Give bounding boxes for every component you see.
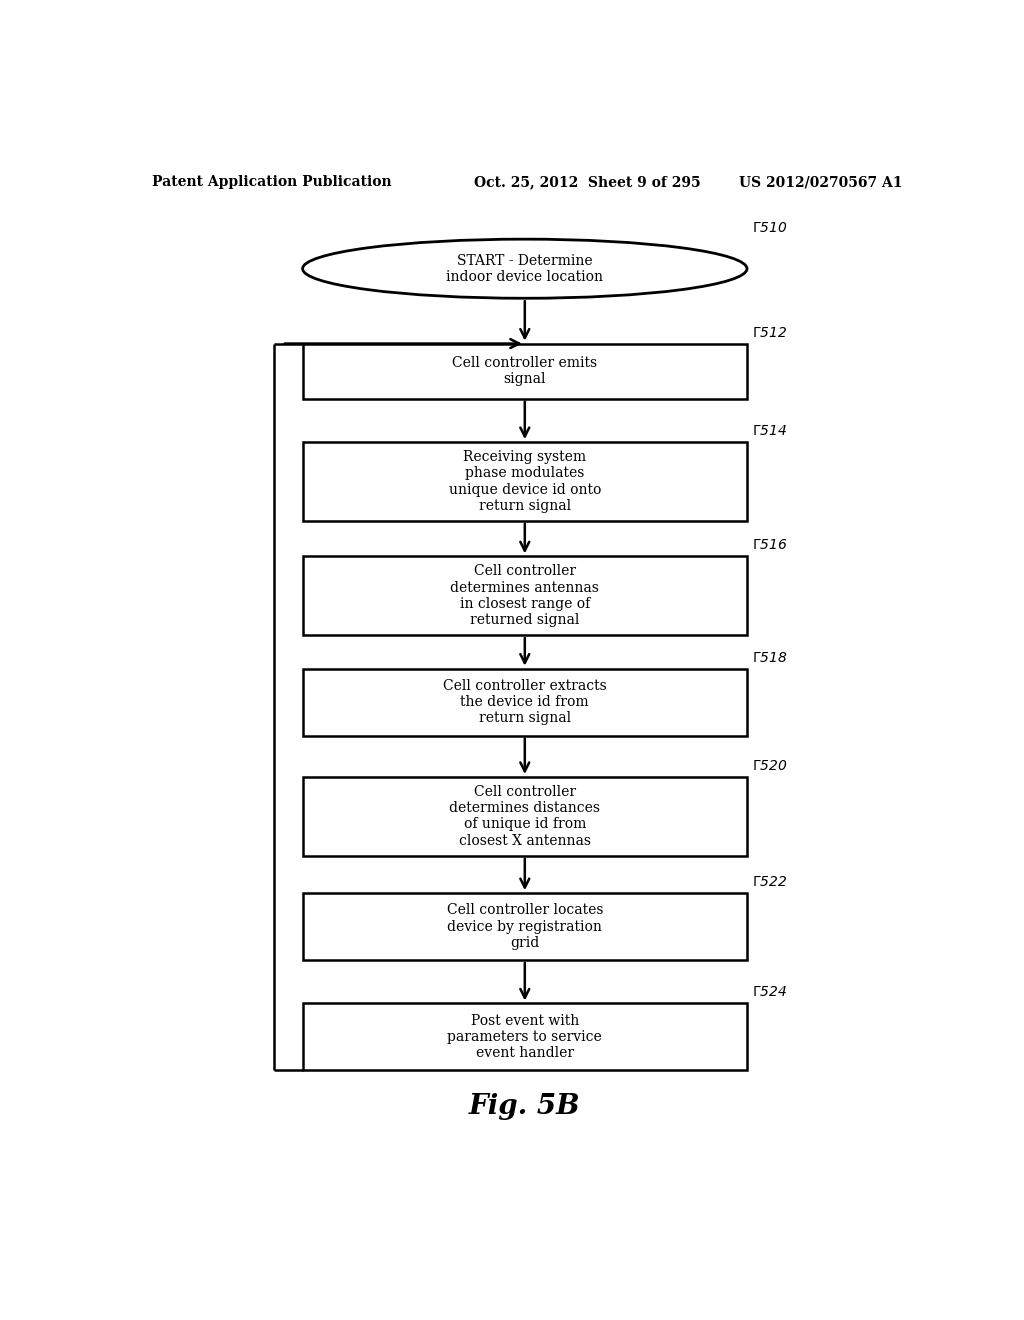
FancyBboxPatch shape xyxy=(303,777,748,855)
Text: $\Gamma$516: $\Gamma$516 xyxy=(752,539,787,552)
FancyBboxPatch shape xyxy=(303,668,748,735)
Text: Cell controller locates
device by registration
grid: Cell controller locates device by regist… xyxy=(446,903,603,950)
Ellipse shape xyxy=(303,239,748,298)
Text: $\Gamma$518: $\Gamma$518 xyxy=(752,651,787,665)
Text: Cell controller emits
signal: Cell controller emits signal xyxy=(453,356,597,387)
FancyBboxPatch shape xyxy=(303,556,748,635)
FancyBboxPatch shape xyxy=(303,343,748,399)
Text: $\Gamma$510: $\Gamma$510 xyxy=(752,222,787,235)
Text: Cell controller extracts
the device id from
return signal: Cell controller extracts the device id f… xyxy=(443,678,606,725)
Text: START - Determine
indoor device location: START - Determine indoor device location xyxy=(446,253,603,284)
Text: Cell controller
determines antennas
in closest range of
returned signal: Cell controller determines antennas in c… xyxy=(451,565,599,627)
Text: $\Gamma$520: $\Gamma$520 xyxy=(752,759,787,774)
Text: $\Gamma$524: $\Gamma$524 xyxy=(752,986,787,999)
Text: Patent Application Publication: Patent Application Publication xyxy=(152,176,391,189)
Text: $\Gamma$514: $\Gamma$514 xyxy=(752,424,787,438)
FancyBboxPatch shape xyxy=(303,894,748,960)
FancyBboxPatch shape xyxy=(303,1003,748,1071)
Text: Fig. 5B: Fig. 5B xyxy=(469,1093,581,1119)
Text: Post event with
parameters to service
event handler: Post event with parameters to service ev… xyxy=(447,1014,602,1060)
Text: US 2012/0270567 A1: US 2012/0270567 A1 xyxy=(739,176,902,189)
Text: Oct. 25, 2012  Sheet 9 of 295: Oct. 25, 2012 Sheet 9 of 295 xyxy=(474,176,700,189)
Text: $\Gamma$522: $\Gamma$522 xyxy=(752,875,787,890)
Text: Cell controller
determines distances
of unique id from
closest X antennas: Cell controller determines distances of … xyxy=(450,785,600,847)
Text: $\Gamma$512: $\Gamma$512 xyxy=(752,326,787,339)
FancyBboxPatch shape xyxy=(303,442,748,521)
Text: Receiving system
phase modulates
unique device id onto
return signal: Receiving system phase modulates unique … xyxy=(449,450,601,512)
